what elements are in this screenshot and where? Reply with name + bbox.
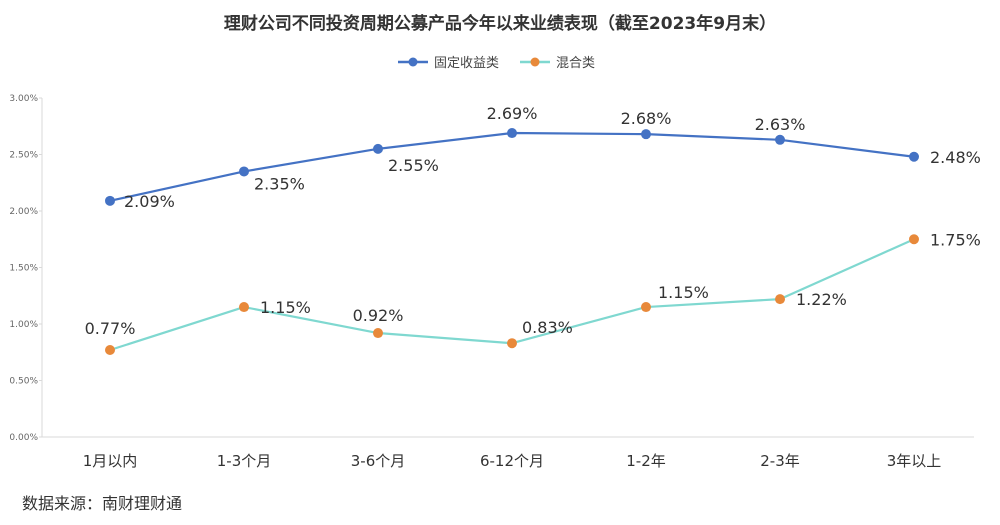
data-label: 1.15% [658, 283, 709, 302]
chart-title: 理财公司不同投资周期公募产品今年以来业绩表现（截至2023年9月末） [224, 13, 776, 34]
series-line [109, 238, 915, 352]
y-tick-label: 0.00% [9, 433, 38, 443]
data-label: 2.35% [254, 174, 305, 193]
data-labels: 2.09% 2.35% 2.55% 2.69% 2.68% 2.63% 2.48% 0.77%… [85, 104, 981, 338]
data-point [775, 294, 785, 305]
data-label: 2.63% [755, 115, 806, 134]
data-label: 1.22% [796, 290, 847, 309]
legend-swatch-marker [530, 57, 540, 67]
y-tick-label: 2.00% [9, 207, 38, 217]
legend-label: 混合类 [556, 56, 595, 71]
data-point [105, 344, 115, 355]
x-tick-label: 2-3年 [760, 452, 800, 470]
data-point [641, 129, 651, 140]
x-tick-label: 6-12个月 [480, 452, 544, 470]
x-tick-label: 1-2年 [626, 452, 666, 470]
legend-swatch-marker [408, 57, 418, 67]
x-tick-label: 3年以上 [887, 452, 942, 470]
data-point [641, 302, 651, 313]
data-point [775, 134, 785, 145]
data-point [507, 128, 517, 139]
data-point [909, 151, 919, 162]
data-point [105, 195, 115, 206]
y-axis: 0.00% 0.50% 1.00% 1.50% 2.00% 2.50% 3.00% [9, 94, 43, 443]
data-label: 1.15% [260, 298, 311, 317]
data-point [373, 143, 383, 154]
source-note: 数据来源：南财理财通 [22, 494, 182, 513]
data-point [239, 166, 249, 177]
x-axis: 1月以内 1-3个月 3-6个月 6-12个月 1-2年 2-3年 3年以上 [42, 436, 974, 470]
data-label: 0.83% [522, 318, 573, 337]
data-label: 0.92% [353, 306, 404, 325]
series-2 [105, 234, 919, 355]
series-line [109, 131, 915, 202]
data-label: 1.75% [930, 230, 981, 249]
data-point [507, 338, 517, 349]
x-tick-label: 1月以内 [83, 452, 138, 470]
legend: 固定收益类 混合类 [398, 56, 595, 71]
data-point [239, 302, 249, 313]
y-tick-label: 0.50% [9, 377, 38, 387]
series-1 [105, 128, 919, 206]
legend-label: 固定收益类 [434, 56, 499, 71]
x-tick-label: 1-3个月 [217, 452, 272, 470]
y-tick-label: 2.50% [9, 151, 38, 161]
series-layer [105, 128, 919, 355]
y-tick-label: 1.50% [9, 264, 38, 274]
data-label: 2.68% [621, 109, 672, 128]
data-label: 2.69% [487, 104, 538, 123]
data-point [909, 234, 919, 245]
data-point [373, 328, 383, 339]
y-tick-label: 1.00% [9, 320, 38, 330]
y-tick-label: 3.00% [9, 94, 38, 104]
data-label: 2.48% [930, 148, 981, 167]
data-label: 2.55% [388, 156, 439, 175]
data-label: 0.77% [85, 319, 136, 338]
x-tick-label: 3-6个月 [351, 452, 406, 470]
data-label: 2.09% [124, 192, 175, 211]
